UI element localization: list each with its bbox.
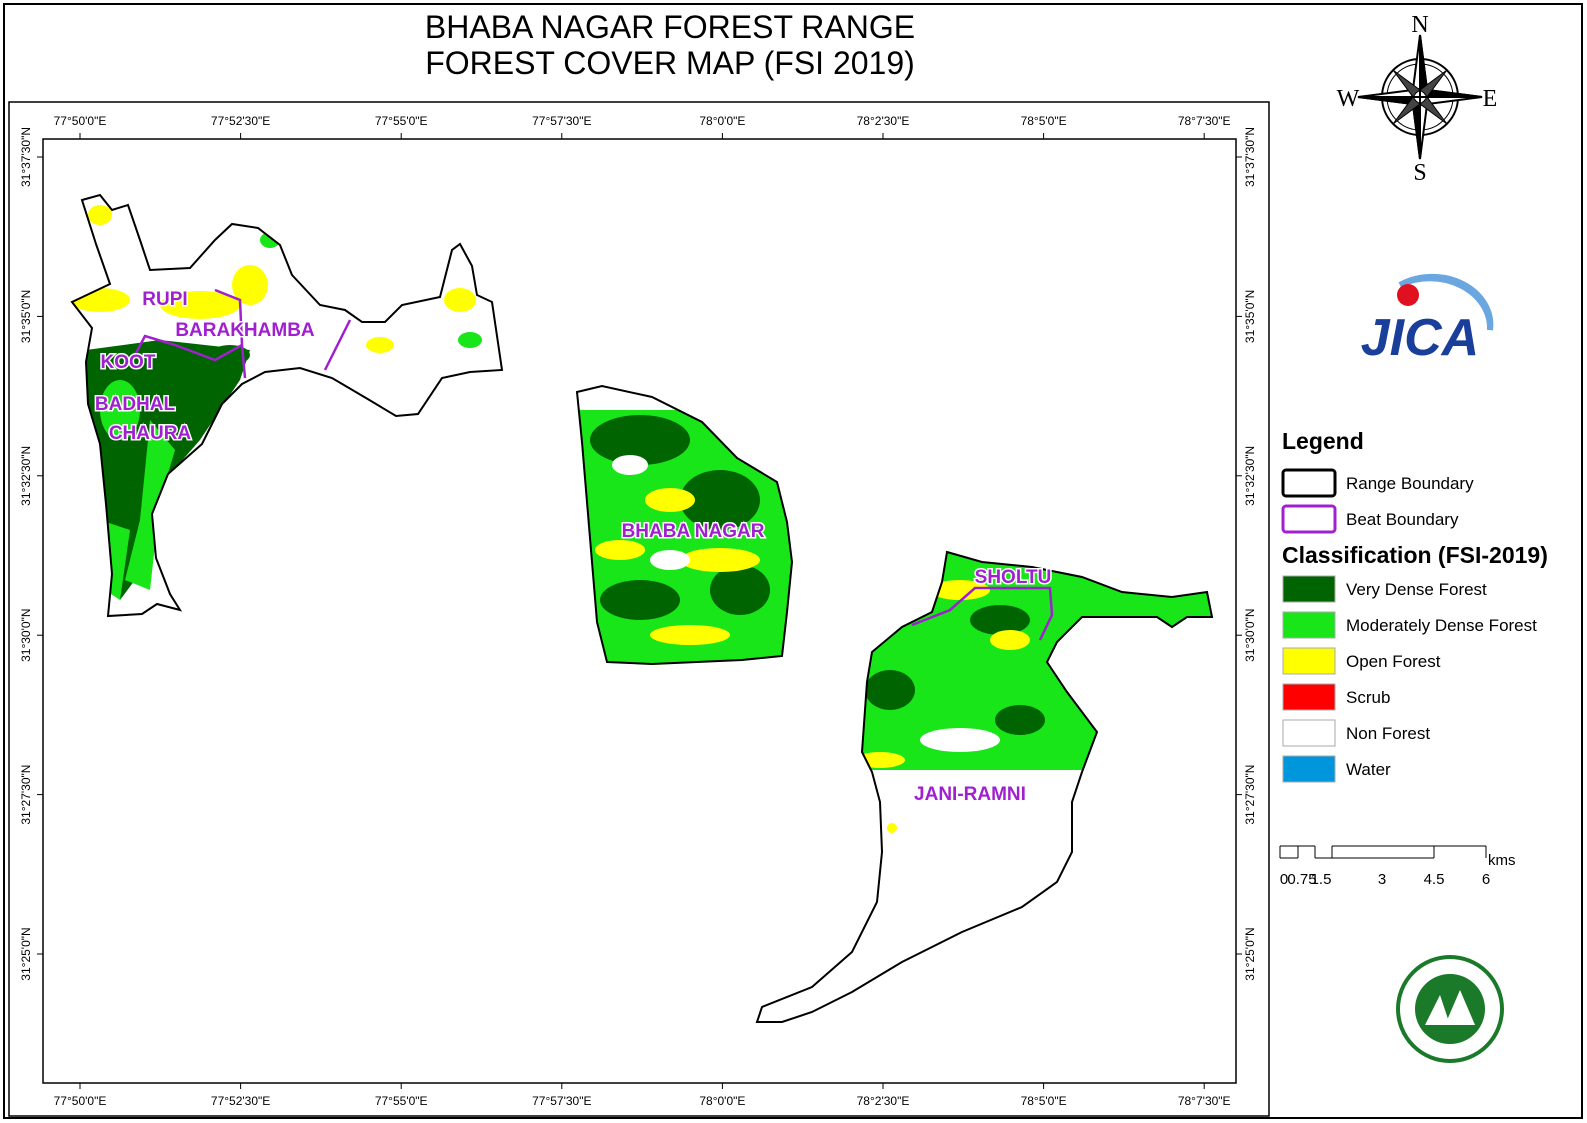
legend-swatch bbox=[1281, 504, 1337, 534]
logo-text: JICA bbox=[1361, 309, 1479, 367]
legend-title: Legend bbox=[1282, 428, 1364, 454]
legend-swatch bbox=[1282, 719, 1336, 747]
scale-label: 0.75 bbox=[1287, 871, 1316, 888]
lon-label: 77°52'30"E bbox=[211, 114, 270, 128]
beat-label: SHOLTU bbox=[975, 567, 1052, 588]
lat-label: 31°32'30"N bbox=[1243, 446, 1257, 506]
lon-label: 78°2'30"E bbox=[857, 1094, 910, 1108]
lat-label: 31°30'0"N bbox=[19, 609, 33, 662]
scale-label: 4.5 bbox=[1424, 871, 1445, 888]
lat-label: 31°37'30"N bbox=[19, 127, 33, 187]
beat-boundary bbox=[911, 586, 1054, 641]
compass-letter: E bbox=[1483, 86, 1498, 112]
logo-arc bbox=[1398, 273, 1494, 331]
lat-label: 31°32'30"N bbox=[19, 446, 33, 506]
lon-label: 77°50'0"E bbox=[54, 114, 107, 128]
legend-label: Very Dense Forest bbox=[1346, 580, 1487, 599]
legend: Range Boundary Beat Boundary Very Dense Fo… bbox=[1281, 468, 1537, 783]
logo-dot bbox=[1397, 284, 1419, 306]
beat-label: CHAURA bbox=[109, 423, 192, 444]
compass-letter: N bbox=[1411, 12, 1428, 38]
title-line: BHABA NAGAR FOREST RANGE bbox=[425, 9, 915, 45]
legend-swatch bbox=[1282, 575, 1336, 603]
legend-subtitle: Classification (FSI-2019) bbox=[1282, 542, 1548, 568]
lat-label: 31°27'30"N bbox=[19, 765, 33, 825]
scale-label: 0 bbox=[1280, 871, 1288, 888]
legend-swatch bbox=[1281, 468, 1337, 498]
legend-label: Range Boundary bbox=[1346, 474, 1474, 493]
lon-label: 78°5'0"E bbox=[1021, 1094, 1067, 1108]
legend-label: Open Forest bbox=[1346, 652, 1441, 671]
title-line: FOREST COVER MAP (FSI 2019) bbox=[425, 45, 915, 81]
lat-label: 31°35'0"N bbox=[19, 290, 33, 343]
lon-label: 78°7'30"E bbox=[1178, 114, 1231, 128]
lat-label: 31°30'0"N bbox=[1243, 609, 1257, 662]
lat-label: 31°37'30"N bbox=[1243, 127, 1257, 187]
lon-label: 78°5'0"E bbox=[1021, 114, 1067, 128]
lon-label: 77°57'30"E bbox=[532, 114, 591, 128]
compass bbox=[1357, 34, 1483, 160]
legend-label: Non Forest bbox=[1346, 724, 1430, 743]
scale-label: 6 bbox=[1482, 871, 1490, 888]
scale-label: 1.5 bbox=[1311, 871, 1332, 888]
legend-swatch bbox=[1282, 647, 1336, 675]
lat-label: 31°35'0"N bbox=[1243, 290, 1257, 343]
legend-label: Water bbox=[1346, 760, 1391, 779]
scale-unit: kms bbox=[1488, 852, 1516, 869]
legend-swatch bbox=[1282, 611, 1336, 639]
legend-label: Scrub bbox=[1346, 688, 1390, 707]
lon-label: 78°0'0"E bbox=[699, 1094, 745, 1108]
map-frame bbox=[8, 101, 1270, 1117]
lon-label: 77°55'0"E bbox=[375, 114, 428, 128]
beat-label: BADHAL bbox=[95, 394, 176, 415]
lon-label: 77°55'0"E bbox=[375, 1094, 428, 1108]
beat-boundary bbox=[133, 288, 352, 379]
scale-line bbox=[1280, 845, 1486, 859]
legend-label: Beat Boundary bbox=[1346, 510, 1459, 529]
scale-label: 3 bbox=[1378, 871, 1386, 888]
scale-bar: 0 0.751.5 3 4.5 6 kms bbox=[1279, 845, 1516, 888]
west-cover bbox=[72, 205, 482, 600]
lon-label: 78°2'30"E bbox=[857, 114, 910, 128]
lon-label: 78°7'30"E bbox=[1178, 1094, 1231, 1108]
compass-letter: W bbox=[1337, 86, 1360, 112]
beat-label: KOOT bbox=[101, 352, 156, 373]
beat-label: BHABA NAGAR bbox=[622, 521, 765, 542]
beat-label: BARAKHAMBA bbox=[175, 320, 315, 341]
lat-label: 31°25'0"N bbox=[1243, 927, 1257, 980]
emblem bbox=[1396, 955, 1504, 1063]
lat-label: 31°25'0"N bbox=[19, 927, 33, 980]
legend-swatch bbox=[1282, 683, 1336, 711]
lon-label: 78°0'0"E bbox=[699, 114, 745, 128]
beat-label: RUPI bbox=[142, 289, 187, 310]
compass-letter: S bbox=[1413, 160, 1426, 186]
beat-label: JANI-RAMNI bbox=[914, 784, 1026, 805]
page-border bbox=[3, 3, 1583, 1119]
lon-label: 77°50'0"E bbox=[54, 1094, 107, 1108]
legend-swatch bbox=[1282, 755, 1336, 783]
graticule: 77°50'0"E 77°50'0"E 77°52'30"E 77°52'30"E 77… bbox=[19, 114, 1257, 1108]
lat-label: 31°27'30"N bbox=[1243, 765, 1257, 825]
lon-label: 77°52'30"E bbox=[211, 1094, 270, 1108]
lon-label: 77°57'30"E bbox=[532, 1094, 591, 1108]
legend-label: Moderately Dense Forest bbox=[1346, 616, 1537, 635]
